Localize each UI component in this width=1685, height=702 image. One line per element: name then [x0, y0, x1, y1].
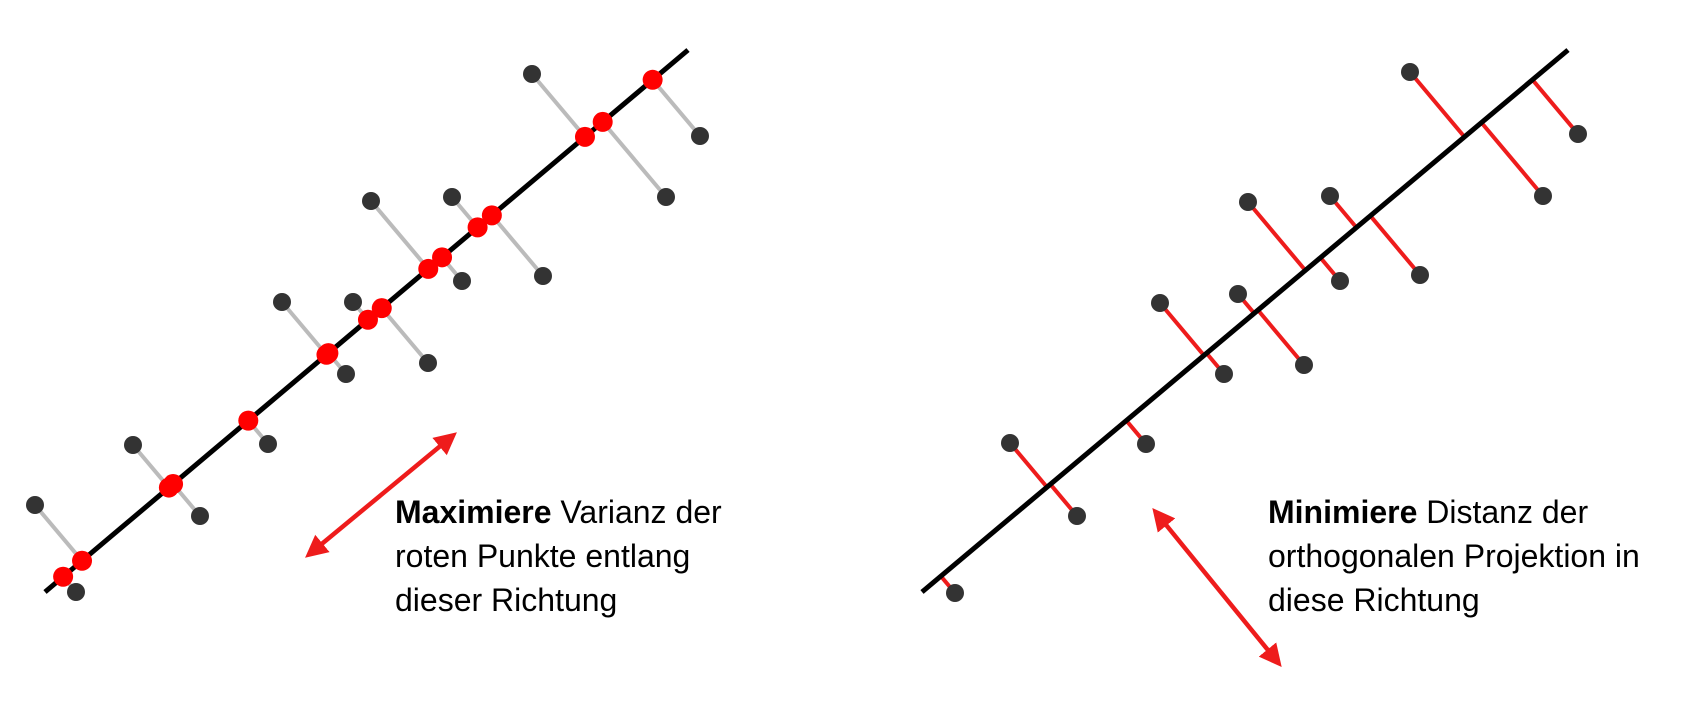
data-point	[337, 365, 355, 383]
data-point	[419, 354, 437, 372]
projected-point	[163, 474, 184, 495]
data-point	[1215, 365, 1233, 383]
left-caption-bold: Maximiere	[395, 494, 552, 530]
data-point	[443, 188, 461, 206]
projected-point	[642, 69, 663, 90]
right-caption-bold: Minimiere	[1268, 494, 1418, 530]
right-caption-text: Distanz der orthogonalen Projektion in d…	[1268, 494, 1640, 618]
data-point	[1534, 187, 1552, 205]
orthogonal-distance-line	[1479, 121, 1545, 198]
data-point	[1137, 435, 1155, 453]
projected-point	[238, 410, 259, 431]
projected-point	[592, 111, 613, 132]
data-point	[1068, 507, 1086, 525]
projected-point	[53, 566, 74, 587]
data-point	[1569, 125, 1587, 143]
data-point	[1239, 193, 1257, 211]
projected-point	[418, 258, 439, 279]
data-point	[1229, 285, 1247, 303]
data-point	[273, 293, 291, 311]
projected-point	[72, 550, 93, 571]
data-point	[1295, 356, 1313, 374]
data-point	[1001, 434, 1019, 452]
data-point	[362, 192, 380, 210]
projected-point	[318, 343, 339, 364]
data-point	[1401, 63, 1419, 81]
projection-connector	[380, 306, 430, 365]
data-point	[124, 436, 142, 454]
data-point	[691, 127, 709, 145]
left-caption-text: Varianz der roten Punkte entlang dieser …	[395, 494, 722, 618]
orthogonal-distance-line	[1008, 441, 1049, 489]
right-caption: Minimiere Distanz der orthogonalen Proje…	[1268, 490, 1685, 622]
projection-connector	[490, 214, 545, 278]
data-point	[344, 293, 362, 311]
projection-connector	[280, 300, 328, 357]
right-panel-min-distance	[920, 48, 1587, 667]
projected-point	[481, 205, 502, 226]
projected-point	[371, 298, 392, 319]
orthogonal-distance-line	[1256, 308, 1306, 367]
data-point	[1411, 266, 1429, 284]
variance-direction-arrow	[305, 432, 457, 558]
left-caption: Maximiere Varianz der roten Punkte entla…	[395, 490, 775, 622]
data-point	[453, 272, 471, 290]
data-point	[946, 584, 964, 602]
data-point	[534, 267, 552, 285]
data-point	[657, 188, 675, 206]
projected-point	[357, 309, 378, 330]
orthogonal-distance-line	[1246, 200, 1307, 272]
data-point	[1331, 272, 1349, 290]
projection-connector	[601, 120, 668, 199]
projected-point	[467, 217, 488, 238]
orthogonal-distance-line	[1368, 214, 1422, 277]
projection-connector	[530, 72, 587, 139]
projection-connector	[369, 199, 430, 271]
projection-connector	[33, 503, 84, 563]
orthogonal-distance-line	[1530, 78, 1580, 136]
data-point	[1321, 187, 1339, 205]
data-point	[191, 507, 209, 525]
left-panel-max-variance	[26, 48, 709, 601]
projected-point	[432, 247, 453, 268]
data-point	[67, 583, 85, 601]
projection-connector	[651, 78, 702, 138]
principal-axis-line	[920, 48, 1570, 594]
data-point	[523, 65, 541, 83]
distance-direction-arrow	[1152, 508, 1282, 667]
data-point	[26, 496, 44, 514]
orthogonal-distance-line	[1408, 70, 1466, 139]
data-point	[259, 435, 277, 453]
projected-point	[574, 126, 595, 147]
orthogonal-distance-line	[1158, 301, 1206, 357]
data-point	[1151, 294, 1169, 312]
